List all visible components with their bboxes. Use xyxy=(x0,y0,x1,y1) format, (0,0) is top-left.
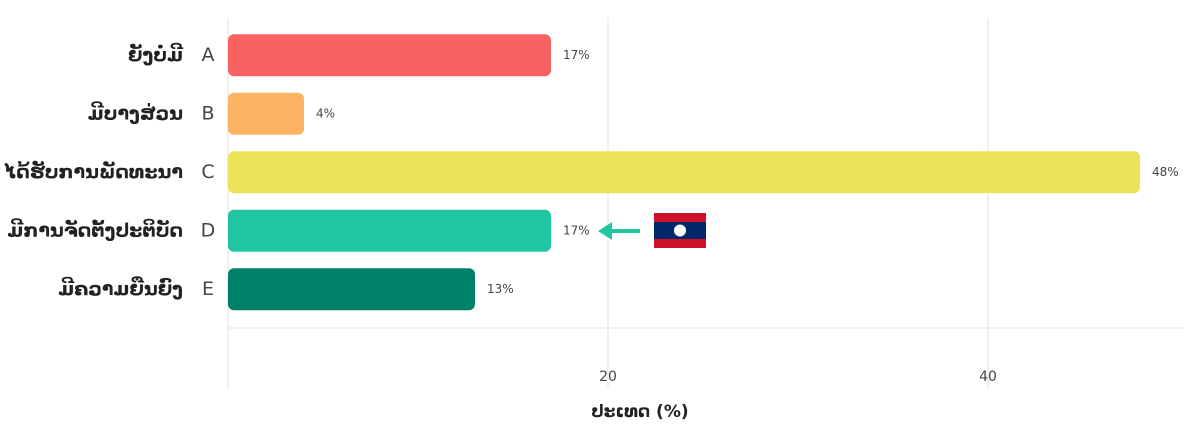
annotation-flag xyxy=(598,213,706,248)
value-label: 48% xyxy=(1152,165,1179,179)
category-label: ມີຄວາມຍືນຍົງ xyxy=(58,275,183,299)
bar xyxy=(228,34,551,77)
arrow-head xyxy=(598,222,612,240)
x-tick-label: 20 xyxy=(599,369,617,385)
x-axis-title: ປະເທດ (%) xyxy=(591,402,688,422)
category-letter: E xyxy=(202,278,214,300)
category-letter: B xyxy=(201,102,214,124)
category-label: ມີບາງສ່ວນ xyxy=(88,100,183,124)
bar xyxy=(228,151,1140,194)
category-letter: C xyxy=(201,161,214,183)
value-label: 13% xyxy=(487,282,514,296)
bar xyxy=(228,268,475,311)
x-tick-label: 40 xyxy=(979,369,997,385)
bar xyxy=(228,209,551,252)
value-label: 17% xyxy=(563,48,590,62)
flag-circle xyxy=(674,224,686,237)
category-letter: A xyxy=(202,44,215,66)
category-letter: D xyxy=(201,219,216,241)
category-label: ຍັງບໍ່ມີ xyxy=(128,42,184,66)
bar xyxy=(228,92,304,135)
category-label: ໄດ້ຮັບການພັດທະນາ xyxy=(3,159,183,182)
value-label: 4% xyxy=(316,106,335,120)
category-label: ມີການຈັດຕັ້ງປະຕິບັດ xyxy=(7,217,183,241)
value-label: 17% xyxy=(563,223,590,237)
